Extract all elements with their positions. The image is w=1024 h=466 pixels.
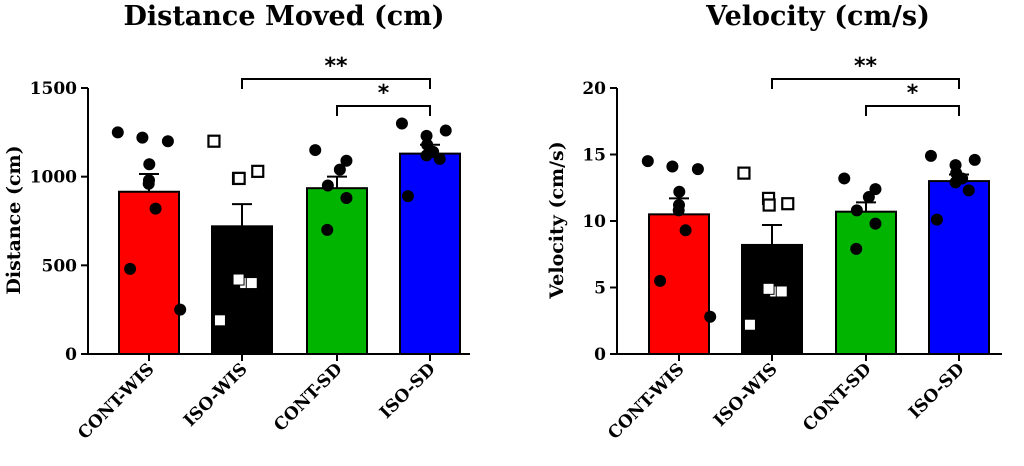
data-point: [142, 177, 155, 190]
data-point: [673, 185, 686, 198]
data-point: [136, 131, 149, 144]
data-point: [124, 262, 137, 275]
y-tick-label: 0: [65, 345, 77, 365]
data-point: [949, 176, 962, 189]
significance-bracket: [771, 78, 960, 89]
data-point: [149, 202, 162, 215]
bar-iso-wis: [211, 225, 273, 356]
significance-label: *: [378, 81, 390, 106]
category-label: CONT-SD: [270, 359, 346, 435]
category-label: CONT-SD: [799, 359, 875, 435]
data-point: [321, 223, 334, 236]
data-point: [111, 126, 124, 139]
data-point: [174, 303, 187, 316]
data-point: [672, 204, 685, 217]
data-point: [850, 242, 863, 255]
bar-iso-sd: [928, 180, 990, 355]
y-tick-label: 10: [582, 212, 606, 232]
data-point: [679, 224, 692, 237]
y-tick-label: 500: [42, 256, 78, 276]
y-tick-label: 0: [594, 345, 606, 365]
y-tick-label: 1000: [30, 168, 77, 188]
category-label: ISO-WIS: [180, 359, 251, 430]
y-tick-label: 1500: [30, 79, 77, 99]
bar-iso-sd: [399, 152, 461, 355]
y-axis-label: Distance (cm): [3, 145, 25, 294]
data-point: [654, 274, 667, 287]
bar-cont-sd: [835, 210, 897, 355]
data-point: [869, 183, 882, 196]
data-point: [251, 164, 265, 178]
data-point: [232, 273, 245, 286]
chart-title: Velocity (cm/s): [705, 1, 930, 32]
significance-label: **: [324, 54, 348, 79]
chart-title: Distance Moved (cm): [123, 1, 444, 32]
data-point: [704, 310, 717, 323]
significance-bracket: [241, 78, 431, 89]
data-point: [439, 124, 452, 137]
data-point: [433, 152, 446, 165]
significance-label: **: [854, 54, 878, 79]
data-point: [762, 198, 776, 212]
data-point: [143, 158, 156, 171]
bar-iso-wis: [741, 243, 803, 355]
significance-bracket: [336, 105, 431, 116]
data-point: [309, 144, 322, 157]
category-label: ISO-SD: [376, 359, 440, 423]
data-point: [420, 129, 433, 142]
distance-chart: Distance Moved (cm) Distance (cm) 0 500 10…: [3, 1, 470, 444]
data-point: [968, 153, 981, 166]
significance-label: *: [907, 81, 919, 106]
data-point: [962, 184, 975, 197]
y-tick-label: 15: [582, 146, 606, 166]
significance-bracket: [865, 105, 960, 116]
data-point: [838, 172, 851, 185]
data-point: [213, 314, 226, 327]
data-point: [340, 191, 353, 204]
data-point: [161, 135, 174, 148]
data-point: [333, 163, 346, 176]
data-point: [420, 149, 433, 162]
data-point: [781, 197, 795, 211]
category-label: CONT-WIS: [74, 359, 158, 443]
data-point: [666, 160, 679, 173]
data-point: [395, 117, 408, 130]
data-point: [930, 213, 943, 226]
data-point: [869, 217, 882, 230]
data-point: [401, 190, 414, 203]
data-point: [207, 134, 221, 148]
data-point: [245, 277, 258, 290]
y-tick-label: 20: [582, 79, 606, 99]
data-point: [232, 171, 246, 186]
data-point: [737, 166, 751, 180]
y-tick-label: 5: [594, 279, 606, 299]
data-point: [691, 163, 704, 176]
data-point: [641, 155, 654, 168]
velocity-chart: Velocity (cm/s) Velocity (cm/s) 0 5 10 15 20…: [546, 1, 1002, 444]
y-axis-label: Velocity (cm/s): [546, 141, 568, 299]
category-label: ISO-WIS: [710, 359, 781, 430]
data-point: [850, 204, 863, 217]
data-point: [743, 318, 756, 331]
data-point: [762, 282, 775, 295]
data-point: [340, 154, 353, 167]
data-point: [321, 179, 334, 192]
category-label: ISO-SD: [905, 359, 969, 423]
data-point: [862, 191, 875, 204]
data-point: [775, 285, 788, 298]
bar-cont-sd: [306, 187, 368, 355]
data-point: [924, 149, 937, 162]
category-label: CONT-WIS: [604, 359, 688, 443]
